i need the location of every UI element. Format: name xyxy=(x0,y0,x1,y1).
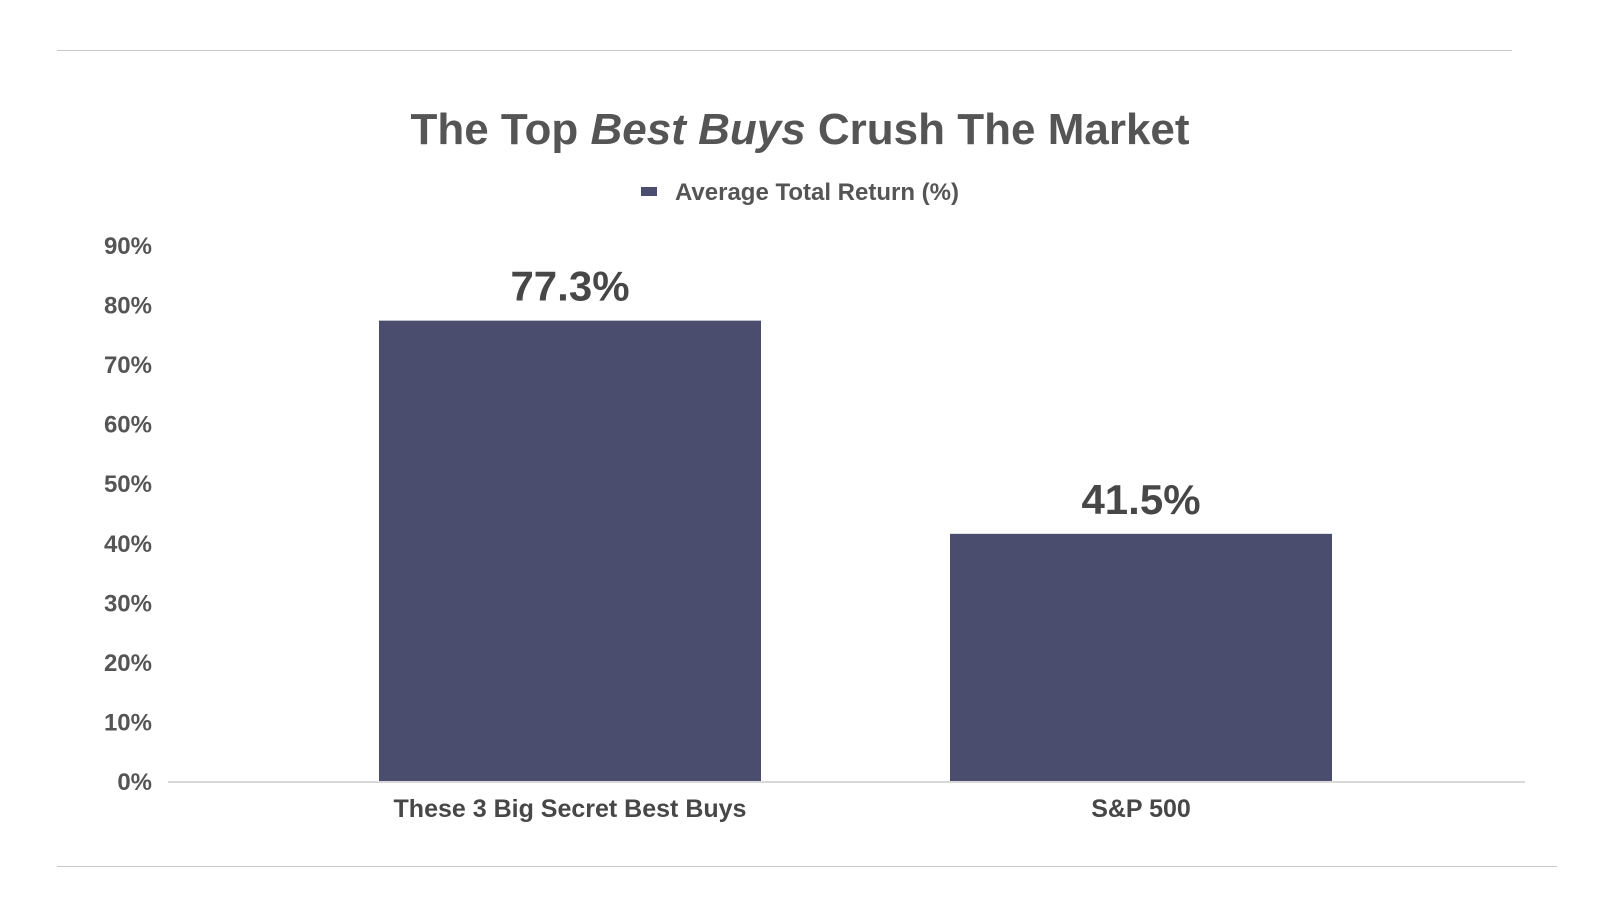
y-tick-label: 60% xyxy=(104,412,152,439)
bar xyxy=(379,320,761,781)
x-category-label: These 3 Big Secret Best Buys xyxy=(394,795,747,823)
chart-title-start: The Top xyxy=(410,105,591,154)
y-tick-label: 10% xyxy=(104,709,152,736)
y-tick-label: 40% xyxy=(104,531,152,558)
legend-swatch xyxy=(640,187,657,197)
chart-legend: Average Total Return (%) xyxy=(0,179,1600,207)
bar xyxy=(950,533,1332,781)
x-category-label: S&P 500 xyxy=(1091,795,1191,823)
bottom-divider xyxy=(57,866,1557,867)
y-tick-label: 70% xyxy=(104,352,152,379)
y-tick-label: 50% xyxy=(104,471,152,498)
y-tick-label: 0% xyxy=(117,769,152,796)
y-tick-label: 20% xyxy=(104,650,152,677)
chart-title-italic: Best Buys xyxy=(590,105,806,154)
y-tick-label: 80% xyxy=(104,293,152,320)
y-tick-label: 90% xyxy=(104,233,152,260)
legend-label: Average Total Return (%) xyxy=(674,179,960,206)
top-divider xyxy=(57,50,1512,51)
data-label: 41.5% xyxy=(1081,476,1200,523)
chart-title-end: Crush The Market xyxy=(805,105,1190,154)
data-label: 77.3% xyxy=(510,263,629,310)
chart-title: The Top Best Buys Crush The Market xyxy=(0,105,1600,155)
y-tick-label: 30% xyxy=(104,590,152,617)
